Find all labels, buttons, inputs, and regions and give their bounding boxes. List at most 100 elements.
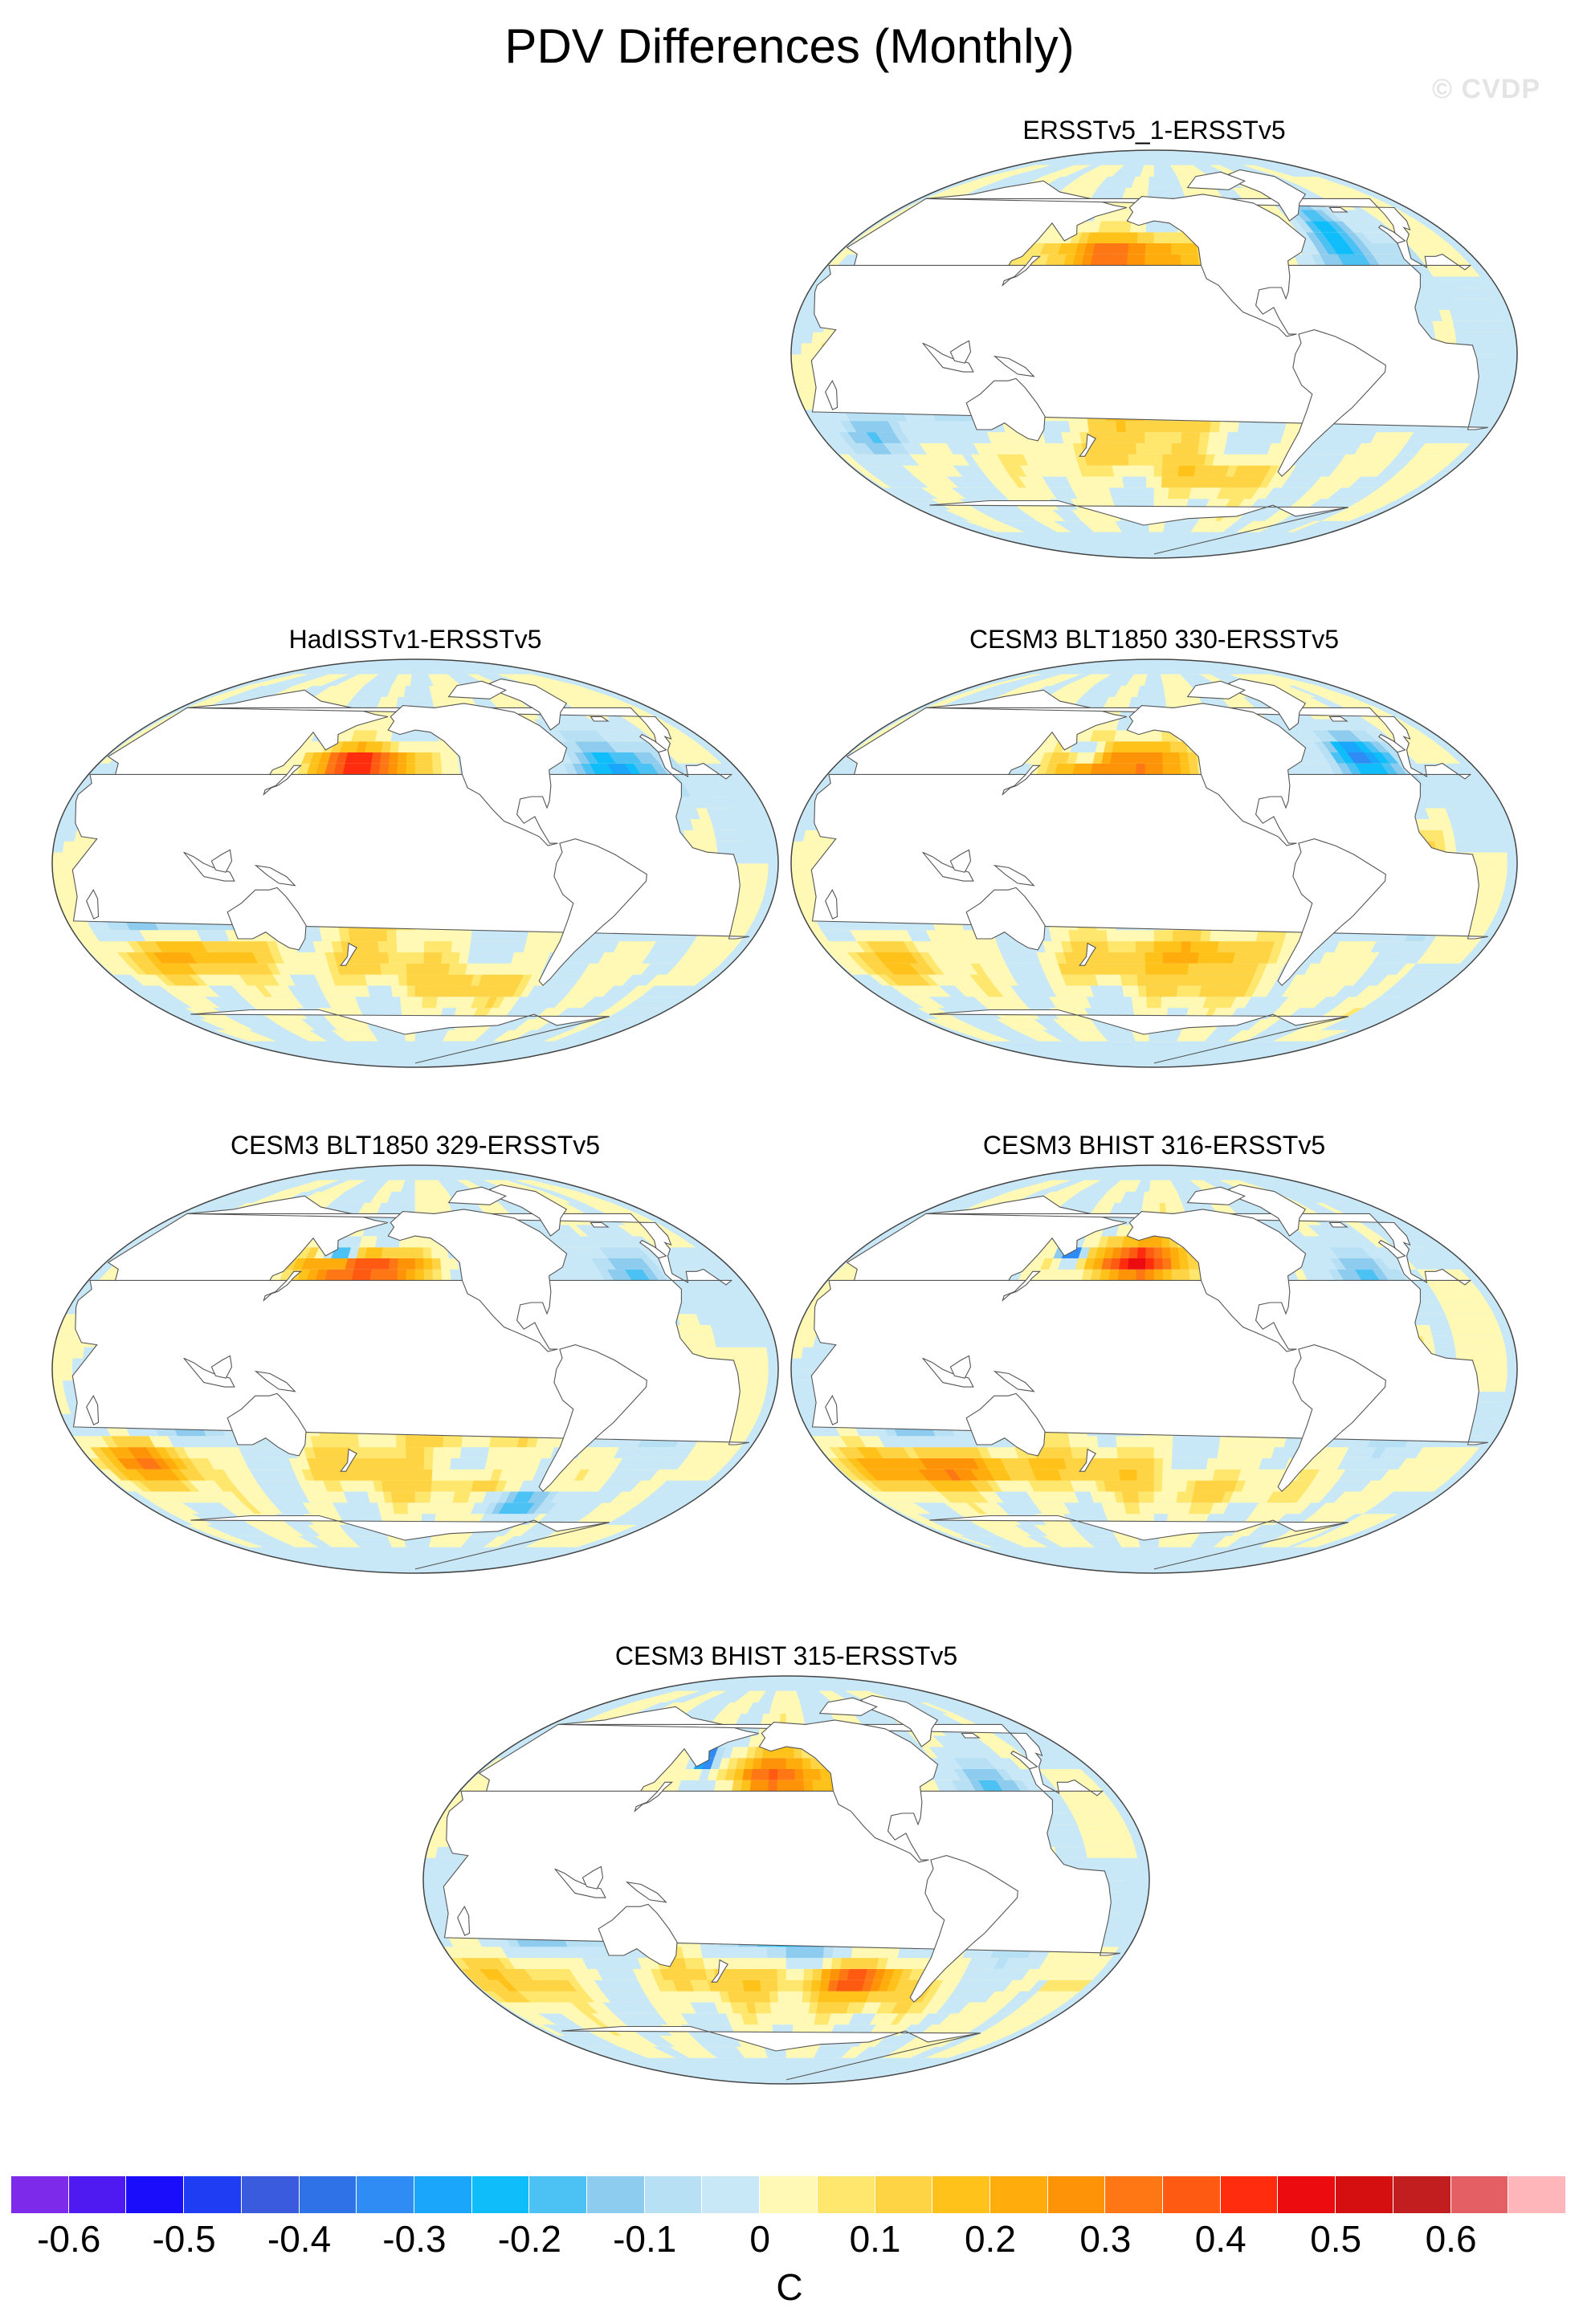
colorbar-tick-label: -0.6: [37, 2218, 101, 2260]
map-panel-ersstv5-1: ERSSTv5_1-ERSSTv5: [790, 114, 1518, 564]
land-australia: [965, 1392, 1046, 1457]
land-iceland: [961, 1732, 981, 1739]
land-uk: [1377, 1239, 1406, 1259]
panel-title: ERSSTv5_1-ERSSTv5: [1022, 116, 1286, 145]
colorbar-box: [1508, 2176, 1566, 2213]
map-outline: [51, 1164, 779, 1574]
land-japan: [263, 1270, 303, 1302]
colorbar-tick-label: 0.3: [1079, 2218, 1132, 2260]
colorbar-box: [760, 2176, 818, 2213]
land-greenland: [1228, 678, 1307, 731]
land-greenland: [1228, 169, 1307, 222]
colorbar-tick-label: 0.1: [849, 2218, 901, 2260]
colorbar-box: [1450, 2176, 1509, 2213]
land-northAmerica: [1126, 194, 1307, 337]
colorbar-box: [11, 2176, 69, 2213]
land-newguinea: [254, 864, 296, 887]
land-arcticIsles: [447, 1186, 508, 1205]
colorbar-box: [989, 2176, 1048, 2213]
map-panel-cesm3-blt1850-330: CESM3 BLT1850 330-ERSSTv5: [790, 623, 1518, 1073]
land-newzealand: [711, 1959, 728, 1983]
land-greenland: [489, 678, 568, 731]
colorbar-box: [1047, 2176, 1106, 2213]
land-arcticIsles: [447, 680, 508, 699]
figure-title: PDV Differences (Monthly): [504, 19, 1075, 73]
land-southAmerica: [1277, 1344, 1386, 1492]
colorbar-tick-label: 0.2: [964, 2218, 1016, 2260]
colorbar-box: [1336, 2176, 1393, 2213]
land-indonesia1: [922, 851, 974, 882]
colorbar-tick-label: 0.6: [1425, 2218, 1477, 2260]
colorbar-tick-label: 0.5: [1310, 2218, 1362, 2260]
land-indonesia1: [922, 1357, 974, 1388]
land-madagascar: [86, 889, 100, 919]
colorbar-units: C: [776, 2266, 803, 2308]
land-japan: [1002, 764, 1042, 796]
land-madagascar: [825, 1395, 838, 1425]
land-iceland: [590, 716, 610, 722]
cvdp-watermark: © CVDP: [1432, 74, 1540, 104]
land-southAmerica: [1277, 838, 1386, 986]
land-indonesia1: [922, 342, 974, 373]
land-uk: [1377, 733, 1406, 753]
land-australia: [226, 887, 307, 951]
colorbar-tick-label: -0.3: [382, 2218, 447, 2260]
land-iceland: [1328, 716, 1348, 722]
land-antarctica: [929, 499, 1348, 555]
land-uk: [639, 1239, 667, 1259]
land-uk: [639, 733, 667, 753]
panel-title: HadISSTv1-ERSSTv5: [288, 625, 542, 654]
colorbar-box: [932, 2176, 990, 2213]
map-outline: [422, 1675, 1150, 2085]
map-panel-hadisstv1: HadISSTv1-ERSSTv5: [51, 623, 779, 1073]
land-indonesia1: [183, 851, 235, 882]
colorbar: [11, 2176, 1566, 2213]
land-newzealand: [1079, 942, 1096, 966]
land-arcticIsles: [1186, 171, 1246, 190]
map-outline: [51, 658, 779, 1068]
land-indonesia1: [554, 1868, 606, 1898]
land-borneo: [949, 849, 972, 873]
sst-difference-map: [790, 1164, 1518, 1574]
land-newzealand: [340, 942, 357, 966]
colorbar-tick-labels: -0.6 -0.5 -0.4 -0.3 -0.2 -0.1 0 0.1 0.2 0.3 0.4 0.5…: [11, 2213, 1566, 2269]
colorbar-tick-label: -0.4: [267, 2218, 332, 2260]
sst-difference-map: [51, 1164, 779, 1574]
map-panel-cesm3-bhist-315: CESM3 BHIST 315-ERSSTv5: [422, 1640, 1150, 2090]
land-borneo: [210, 849, 233, 873]
panel-title: CESM3 BLT1850 329-ERSSTv5: [230, 1131, 601, 1160]
land-arcticIsles: [1186, 680, 1246, 699]
colorbar-box: [184, 2176, 242, 2213]
colorbar-tick-label: -0.5: [152, 2218, 216, 2260]
colorbar-tick-label: 0.4: [1194, 2218, 1246, 2260]
land-australia: [965, 887, 1046, 951]
sst-anomaly-field: [791, 1165, 1517, 1573]
colorbar-box: [1163, 2176, 1221, 2213]
land-borneo: [949, 1355, 972, 1379]
land-iceland: [1328, 1221, 1348, 1228]
land-southAmerica: [538, 838, 647, 986]
sst-difference-map: [790, 658, 1518, 1068]
land-borneo: [581, 1865, 604, 1890]
land-newguinea: [993, 1370, 1035, 1392]
colorbar-box: [529, 2176, 588, 2213]
land-japan: [1002, 255, 1042, 287]
land-antarctica: [929, 1515, 1348, 1570]
colorbar-tick-label: -0.2: [497, 2218, 561, 2260]
colorbar-box: [702, 2176, 761, 2213]
map-outline: [790, 658, 1518, 1068]
colorbar-box: [241, 2176, 300, 2213]
sst-difference-map: [51, 658, 779, 1068]
land-iceland: [590, 1221, 610, 1228]
land-japan: [263, 764, 303, 796]
colorbar-box: [1393, 2176, 1451, 2213]
sst-difference-map: [422, 1675, 1150, 2085]
sst-anomaly-field: [423, 1676, 1149, 2084]
land-australia: [226, 1392, 307, 1457]
colorbar-box: [587, 2176, 645, 2213]
sst-anomaly-field: [52, 659, 778, 1067]
colorbar-box: [414, 2176, 472, 2213]
panel-title: CESM3 BHIST 316-ERSSTv5: [982, 1131, 1326, 1160]
land-madagascar: [825, 889, 838, 919]
colorbar-box: [126, 2176, 185, 2213]
